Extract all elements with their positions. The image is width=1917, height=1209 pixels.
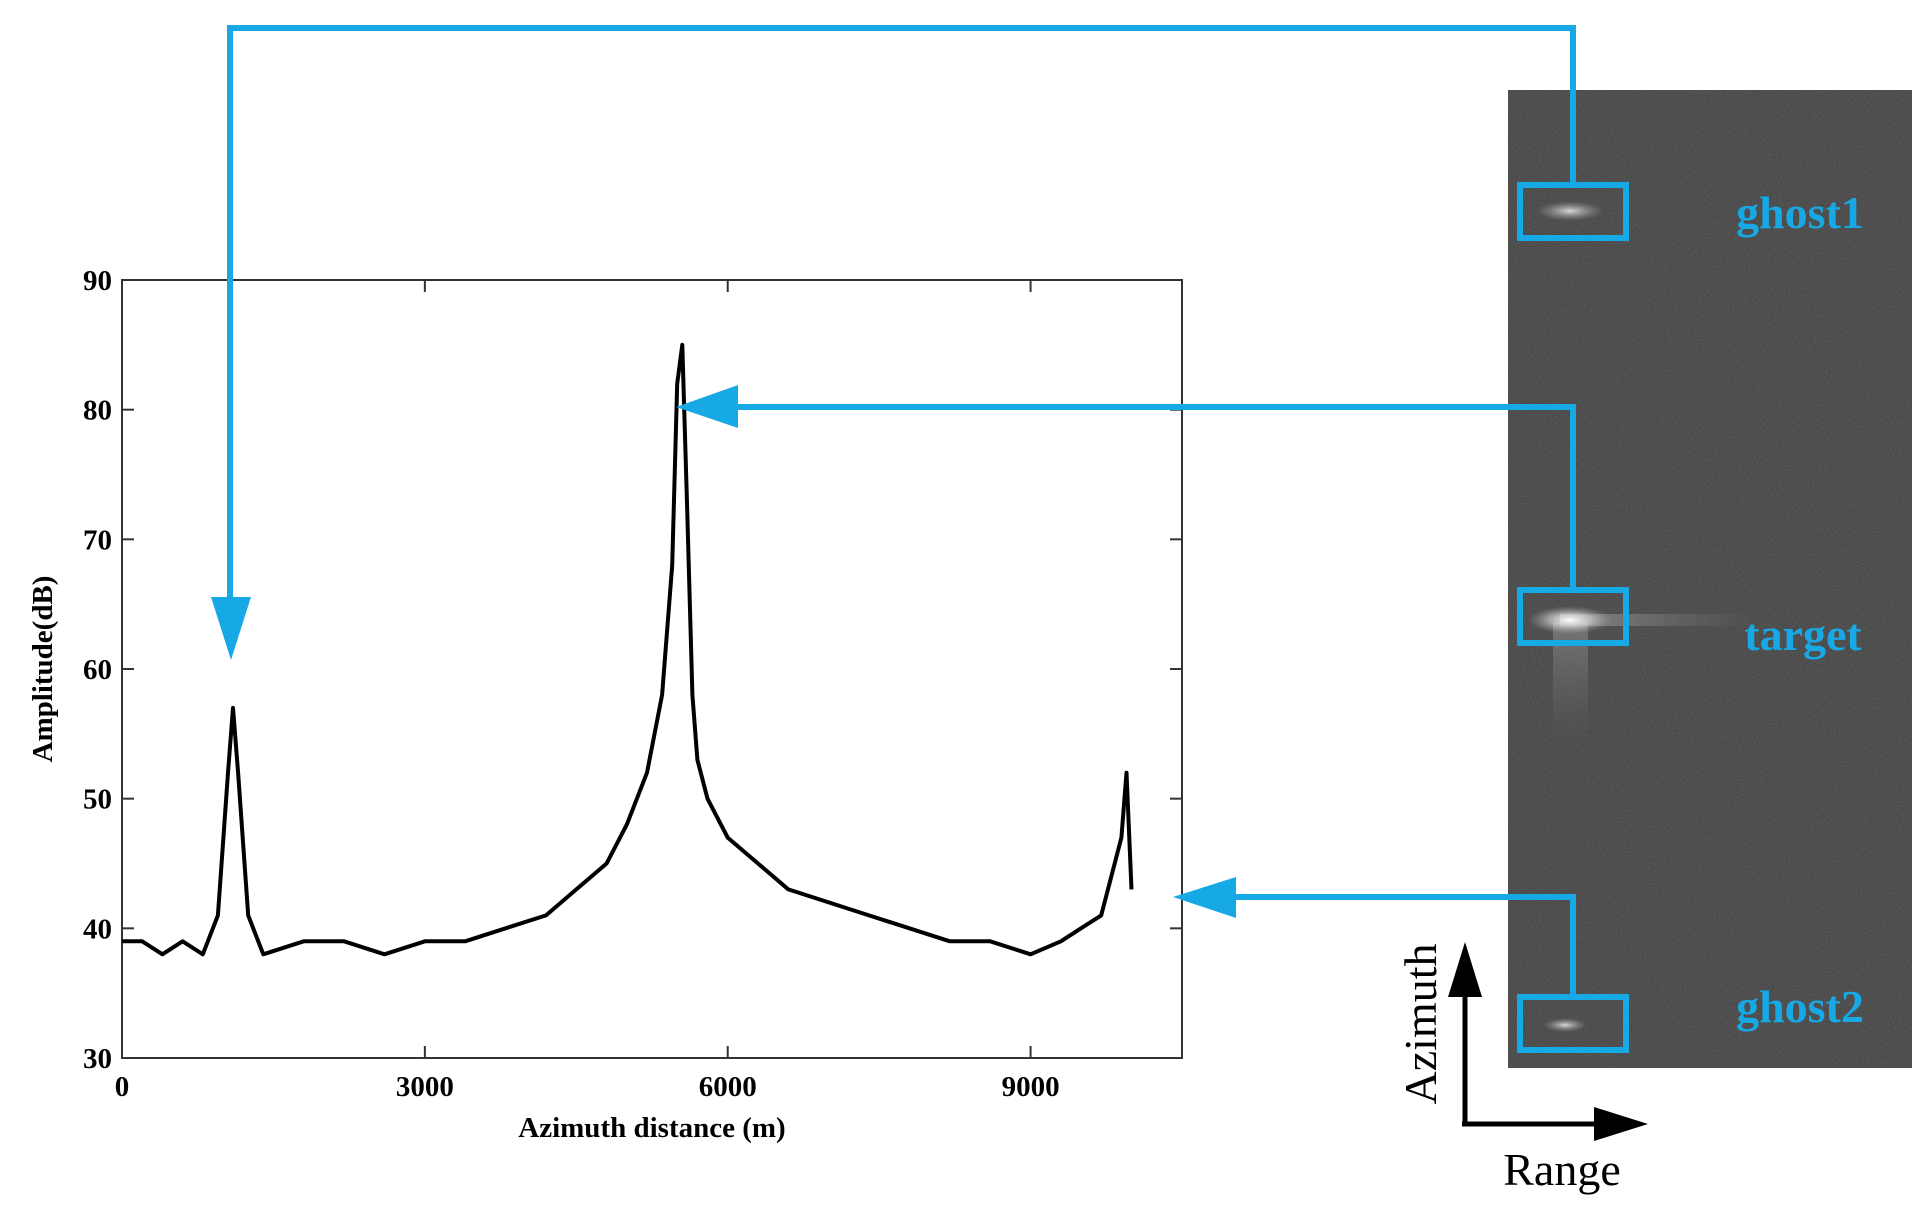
ghost1-response (1536, 201, 1604, 221)
y-tick-label: 30 (83, 1043, 112, 1075)
ghost1-connector (227, 25, 1576, 610)
y-axis-label: Amplitude(dB) (27, 576, 59, 763)
x-tick-label: 3000 (396, 1071, 454, 1103)
ghost2-connector (1232, 894, 1576, 997)
azimuth-label: Azimuth (1395, 944, 1446, 1105)
y-tick-label: 60 (83, 654, 112, 686)
x-ticks: 0 3000 6000 9000 (115, 280, 1060, 1103)
y-tick-label: 50 (83, 784, 112, 816)
amplitude-curve (122, 342, 1134, 957)
ghost2-response (1543, 1018, 1587, 1032)
range-arrowhead (1594, 1107, 1648, 1141)
x-tick-label: 9000 (1002, 1071, 1060, 1103)
x-tick-label: 0 (115, 1071, 130, 1103)
azimuth-arrowhead (1448, 942, 1482, 997)
x-axis-label: Azimuth distance (m) (518, 1112, 785, 1144)
target-arrowhead (676, 385, 738, 428)
ghost2-label: ghost2 (1736, 981, 1864, 1032)
target-connector (735, 404, 1576, 590)
ghost2-arrowhead (1173, 877, 1236, 918)
x-tick-label: 6000 (699, 1071, 757, 1103)
sar-image: ghost1 target ghost2 (1508, 90, 1912, 1068)
y-tick-label: 90 (83, 265, 112, 297)
y-tick-label: 40 (83, 913, 112, 945)
plot-frame (121, 279, 1183, 1059)
amplitude-plot: 30 40 50 60 70 80 90 0 3000 6000 9000 Azimuth dis… (27, 265, 1183, 1144)
y-ticks: 30 40 50 60 70 80 90 (83, 265, 1182, 1075)
ghost1-label: ghost1 (1736, 187, 1864, 238)
direction-indicator: Azimuth Range (1395, 942, 1648, 1195)
target-response (1528, 606, 1612, 634)
connector-arrows (211, 25, 1576, 997)
y-tick-label: 80 (83, 395, 112, 427)
target-label: target (1744, 609, 1862, 660)
range-label: Range (1503, 1144, 1621, 1195)
y-tick-label: 70 (83, 524, 112, 556)
ghost1-arrowhead (211, 597, 251, 660)
